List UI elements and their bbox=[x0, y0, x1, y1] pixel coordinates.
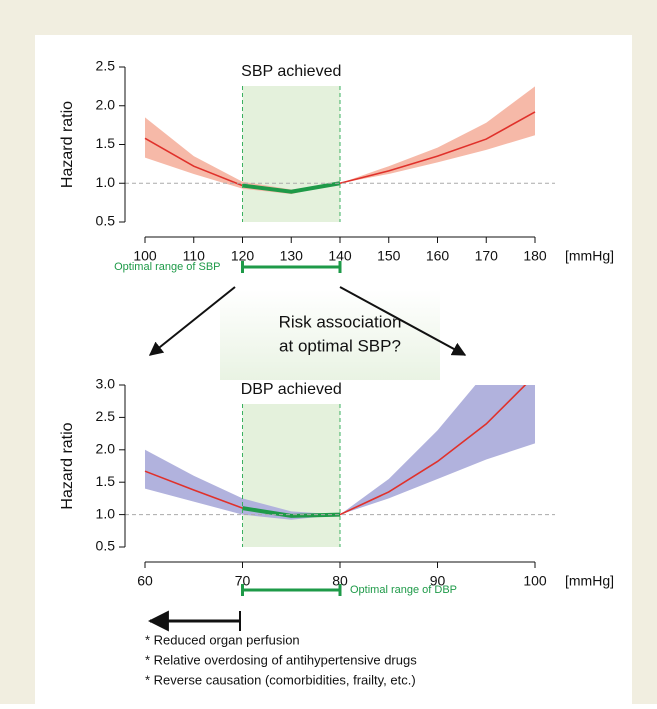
x-tick-label: 160 bbox=[426, 248, 450, 264]
y-tick-label: 2.0 bbox=[96, 96, 116, 112]
y-tick-label: 1.5 bbox=[96, 473, 116, 489]
x-tick-label: 80 bbox=[332, 573, 348, 589]
confidence-band bbox=[145, 385, 535, 520]
question: at optimal SBP? bbox=[279, 336, 401, 355]
y-tick-label: 2.0 bbox=[96, 441, 116, 457]
x-tick-label: 180 bbox=[523, 248, 547, 264]
plot bbox=[144, 86, 536, 222]
y-tick-label: 1.5 bbox=[96, 135, 116, 151]
y-tick-label: 1.0 bbox=[96, 174, 116, 190]
note: * Reverse causation (comorbidities, frai… bbox=[145, 672, 416, 687]
chart-title: SBP achieved bbox=[241, 63, 341, 80]
x-tick-label: 100 bbox=[133, 248, 157, 264]
y-tick-label: 0.5 bbox=[96, 213, 116, 229]
y-axis-label: Hazard ratio bbox=[59, 422, 76, 509]
x-unit: [mmHg] bbox=[565, 573, 614, 589]
y-tick-label: 3.0 bbox=[96, 376, 116, 392]
y-tick-label: 2.5 bbox=[96, 408, 116, 424]
x-tick-label: 140 bbox=[328, 248, 352, 264]
x-tick-label: 100 bbox=[523, 573, 547, 589]
hazard-line bbox=[242, 181, 341, 194]
y-tick-label: 2.5 bbox=[96, 58, 116, 74]
plot bbox=[144, 385, 535, 547]
y-tick-label: 1.0 bbox=[96, 505, 116, 521]
x-tick-label: 150 bbox=[377, 248, 401, 264]
x-tick-label: 120 bbox=[231, 248, 255, 264]
question: Risk association bbox=[279, 312, 402, 331]
x-tick-label: 90 bbox=[430, 573, 446, 589]
x-tick-label: 130 bbox=[280, 248, 304, 264]
x-unit: [mmHg] bbox=[565, 248, 614, 264]
chart-title: DBP achieved bbox=[241, 381, 342, 398]
x-tick-label: 110 bbox=[183, 248, 206, 264]
note: * Reduced organ perfusion bbox=[145, 632, 300, 647]
y-axis-label: Hazard ratio bbox=[59, 101, 76, 188]
optimal-range-shade bbox=[242, 86, 340, 222]
y-tick-label: 0.5 bbox=[96, 538, 116, 554]
arrow bbox=[148, 286, 236, 356]
x-tick-label: 60 bbox=[137, 573, 153, 589]
x-tick-label: 70 bbox=[235, 573, 251, 589]
optimal-range-shade bbox=[242, 404, 340, 547]
confidence-band bbox=[145, 86, 535, 195]
note: * Relative overdosing of antihypertensiv… bbox=[145, 652, 417, 667]
x-tick-label: 170 bbox=[475, 248, 499, 264]
question-shade bbox=[220, 290, 440, 380]
optimal-range-label: Optimal range of SBP bbox=[114, 261, 220, 273]
optimal-range-label: Optimal range of DBP bbox=[350, 584, 457, 596]
arrow bbox=[339, 286, 467, 356]
